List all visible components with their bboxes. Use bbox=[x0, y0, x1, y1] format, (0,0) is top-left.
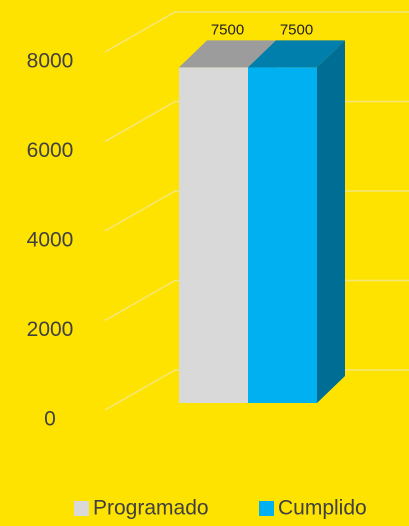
y-tick-label: 2000 bbox=[27, 318, 74, 341]
y-tick-label: 4000 bbox=[27, 229, 74, 252]
legend-label: Programado bbox=[93, 497, 209, 520]
bar bbox=[248, 67, 317, 403]
bar bbox=[179, 67, 248, 403]
value-label: 7500 bbox=[211, 21, 244, 38]
value-label: 7500 bbox=[280, 21, 313, 38]
y-tick-label: 8000 bbox=[27, 50, 74, 73]
legend-swatch bbox=[259, 501, 274, 516]
legend-swatch bbox=[74, 501, 89, 516]
grid-line bbox=[104, 11, 409, 53]
bar-top bbox=[248, 40, 345, 68]
bar-top bbox=[179, 40, 276, 68]
bar-side bbox=[317, 40, 345, 403]
legend-label: Cumplido bbox=[278, 497, 367, 520]
y-tick-label: 6000 bbox=[27, 139, 74, 162]
y-tick-label: 0 bbox=[44, 408, 56, 431]
